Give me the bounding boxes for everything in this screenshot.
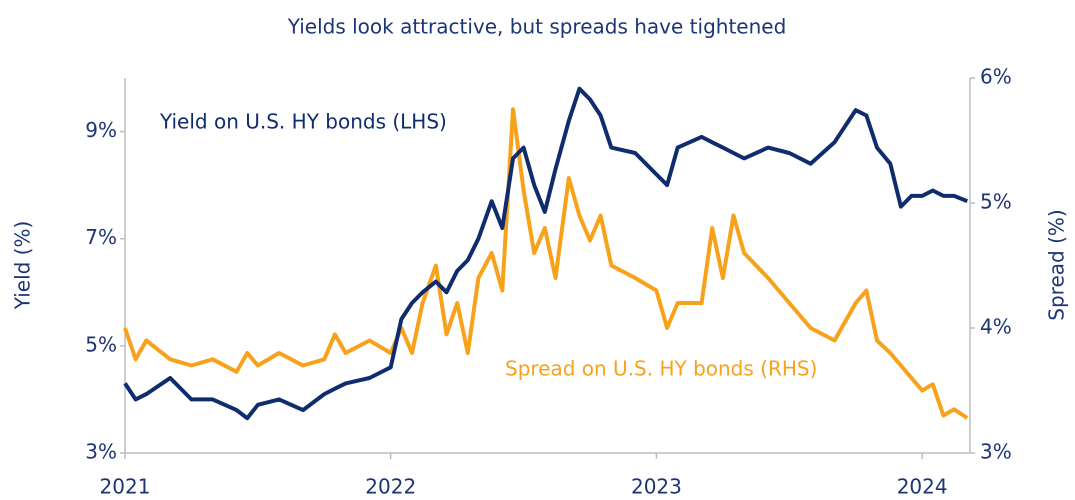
yield-annotation: Yield on U.S. HY bonds (LHS)	[159, 110, 447, 134]
x-tick-label: 2024	[897, 475, 948, 499]
y2-tick-label: 6%	[980, 65, 1012, 89]
y2-axis-label: Spread (%)	[1045, 209, 1069, 320]
y2-tick-label: 5%	[980, 190, 1012, 214]
spread-annotation: Spread on U.S. HY bonds (RHS)	[505, 357, 817, 381]
y-tick-label: 7%	[85, 225, 117, 249]
y-tick-label: 3%	[85, 440, 117, 464]
y2-tick-label: 4%	[980, 315, 1012, 339]
series-line	[123, 86, 969, 421]
y-axis-label: Yield (%)	[11, 221, 35, 311]
x-tick-label: 2023	[631, 475, 682, 499]
x-tick-label: 2022	[365, 475, 416, 499]
chart-title: Yields look attractive, but spreads have…	[287, 15, 787, 39]
y-tick-label: 9%	[85, 118, 117, 142]
y2-tick-label: 3%	[980, 440, 1012, 464]
y-tick-label: 5%	[85, 332, 117, 356]
series-line	[123, 107, 969, 420]
x-tick-label: 2021	[100, 475, 151, 499]
